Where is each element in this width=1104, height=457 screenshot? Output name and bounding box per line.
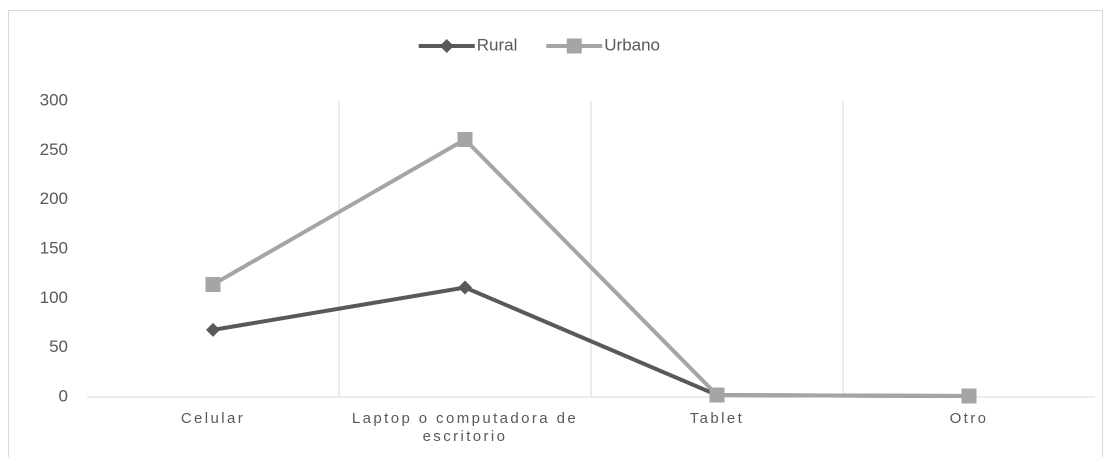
x-tick-label: Laptop o computadora de escritorio: [351, 410, 579, 445]
data-point: [205, 277, 221, 293]
y-tick-label: 200: [40, 189, 68, 208]
data-point: [961, 388, 977, 404]
y-tick-label: 50: [49, 337, 68, 356]
chart-border: [8, 10, 1103, 457]
y-tick-label: 300: [40, 90, 68, 109]
y-tick-label: 250: [40, 140, 68, 159]
legend-marker: [566, 38, 582, 54]
x-tick-label: Celular: [180, 410, 246, 427]
x-tick-label: Otro: [949, 410, 989, 427]
y-tick-label: 0: [59, 386, 68, 405]
data-point: [458, 280, 472, 295]
legend-marker: [439, 39, 454, 53]
y-tick-label: 150: [40, 238, 68, 257]
data-point: [206, 322, 220, 337]
legend-label: Urbano: [604, 35, 660, 54]
data-point: [709, 387, 725, 403]
legend-label: Rural: [477, 35, 518, 54]
y-tick-label: 100: [40, 288, 68, 307]
series-line: [212, 137, 970, 399]
x-tick-label: Tablet: [689, 410, 745, 427]
data-point: [457, 131, 473, 147]
